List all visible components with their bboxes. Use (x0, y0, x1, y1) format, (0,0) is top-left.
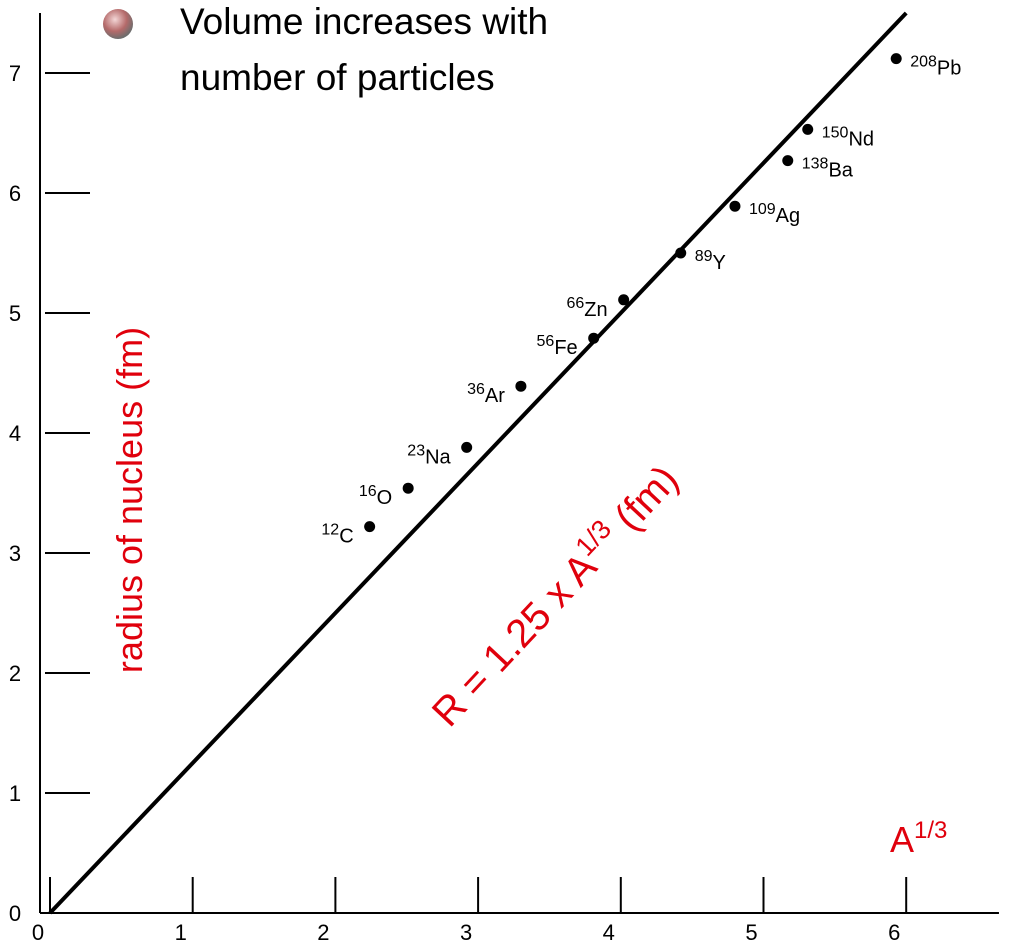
y-tick-label: 5 (9, 301, 21, 326)
bullet-icon (103, 9, 133, 39)
point-label: 138Ba (802, 156, 854, 182)
point-mass: 56 (537, 333, 555, 350)
fit-annotation: R = 1.25 x A1/3 (fm) (420, 454, 687, 735)
point-symbol: Ba (828, 160, 853, 182)
point-label: 56Fe (537, 333, 578, 359)
annotation-text: R = 1.25 x A (424, 545, 606, 735)
data-point (802, 123, 814, 135)
point-mass: 36 (467, 381, 485, 398)
point-mass: 150 (822, 124, 849, 141)
x-tick-label: 1 (175, 920, 187, 945)
point-symbol: Ar (485, 385, 505, 407)
x-axis-label: A1/3 (890, 817, 947, 860)
point-mass: 16 (359, 483, 377, 500)
point-symbol: Nd (848, 128, 874, 150)
point-mass: 89 (695, 248, 713, 265)
x-tick-label: 3 (460, 920, 472, 945)
x-tick-label: 0 (32, 920, 44, 945)
y-tick-label: 0 (9, 901, 21, 926)
x-tick-label: 2 (317, 920, 329, 945)
point-label: 150Nd (822, 124, 874, 150)
x-label-exponent: 1/3 (914, 817, 947, 844)
y-tick-label: 6 (9, 181, 21, 206)
data-point (588, 332, 600, 344)
y-tick-label: 2 (9, 661, 21, 686)
point-label: 89Y (695, 248, 726, 274)
point-label: 36Ar (467, 381, 505, 407)
point-symbol: C (339, 526, 353, 548)
point-mass: 208 (910, 54, 937, 71)
point-symbol: Zn (584, 299, 607, 321)
point-mass: 66 (567, 295, 585, 312)
point-label: 23Na (407, 442, 451, 468)
point-symbol: Na (425, 446, 451, 468)
point-label: 109Ag (749, 201, 800, 227)
point-label: 66Zn (567, 295, 608, 321)
data-point (461, 441, 473, 453)
data-point (515, 380, 527, 392)
fit-line (48, 11, 908, 915)
x-tick-label: 4 (603, 920, 615, 945)
x-tick-label: 6 (888, 920, 900, 945)
point-label: 16O (359, 483, 392, 509)
point-symbol: Fe (554, 337, 577, 359)
x-label-base: A (890, 819, 914, 860)
data-point (618, 294, 630, 306)
point-symbol: O (377, 487, 393, 509)
title-line: Volume increases with (180, 1, 548, 42)
y-axis-label: radius of nucleus (fm) (109, 327, 150, 673)
point-mass: 12 (321, 522, 339, 539)
data-point (364, 521, 376, 533)
data-point (890, 53, 902, 65)
title-line: number of particles (180, 57, 495, 98)
point-label: 208Pb (910, 54, 961, 80)
point-mass: 23 (407, 442, 425, 459)
data-point (729, 200, 741, 212)
point-symbol: Pb (937, 58, 961, 80)
y-tick-label: 1 (9, 781, 21, 806)
point-symbol: Ag (776, 205, 800, 227)
y-tick-label: 7 (9, 61, 21, 86)
data-point (782, 155, 794, 167)
data-point (402, 482, 414, 494)
point-mass: 109 (749, 201, 776, 218)
point-mass: 138 (802, 156, 829, 173)
point-label: 12C (321, 522, 353, 548)
y-tick-label: 3 (9, 541, 21, 566)
x-tick-label: 5 (745, 920, 757, 945)
data-point (675, 247, 687, 259)
point-symbol: Y (713, 252, 726, 274)
y-tick-label: 4 (9, 421, 21, 446)
